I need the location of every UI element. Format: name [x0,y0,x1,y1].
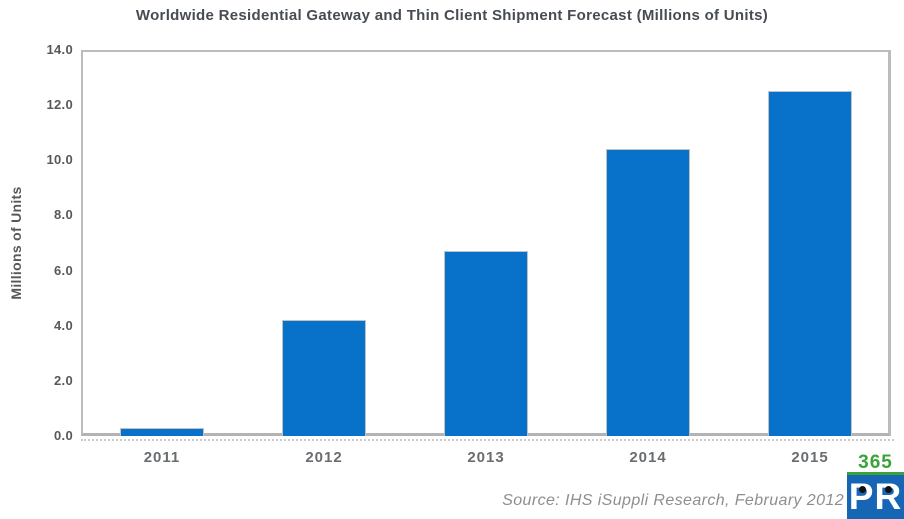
y-axis-title: Millions of Units [8,186,24,300]
chart-title: Worldwide Residential Gateway and Thin C… [135,7,769,24]
x-tick-label-2014: 2014 [629,449,667,466]
logo-pr-box: PR [847,475,904,519]
source-note: Source: IHS iSuppli Research, February 2… [502,492,844,509]
y-tick-label-4.0: 4.0 [54,317,73,333]
logo-eye-left-icon [859,486,866,493]
y-tick-label-8.0: 8.0 [54,206,73,222]
x-axis-line [81,439,894,441]
x-tick-label-2013: 2013 [467,449,505,466]
logo-365pr: 365 PR [847,453,904,519]
logo-365-text: 365 [847,453,904,475]
bar-2012 [282,320,366,436]
y-tick-label-14.0: 14.0 [46,41,73,57]
y-tick-label-0.0: 0.0 [54,427,73,443]
x-tick-label-2011: 2011 [143,449,181,466]
y-tick-label-2.0: 2.0 [54,372,73,388]
x-tick-label-2015: 2015 [791,449,829,466]
bar-2015 [768,91,852,436]
bar-2013 [444,251,528,436]
logo-pr-text: PR [848,476,903,517]
bar-2014 [606,149,690,436]
bar-2011 [120,428,204,436]
y-tick-label-10.0: 10.0 [46,151,73,167]
logo-eye-right-icon [885,486,892,493]
x-tick-label-2012: 2012 [305,449,343,466]
y-tick-label-6.0: 6.0 [54,262,73,278]
y-tick-label-12.0: 12.0 [46,96,73,112]
